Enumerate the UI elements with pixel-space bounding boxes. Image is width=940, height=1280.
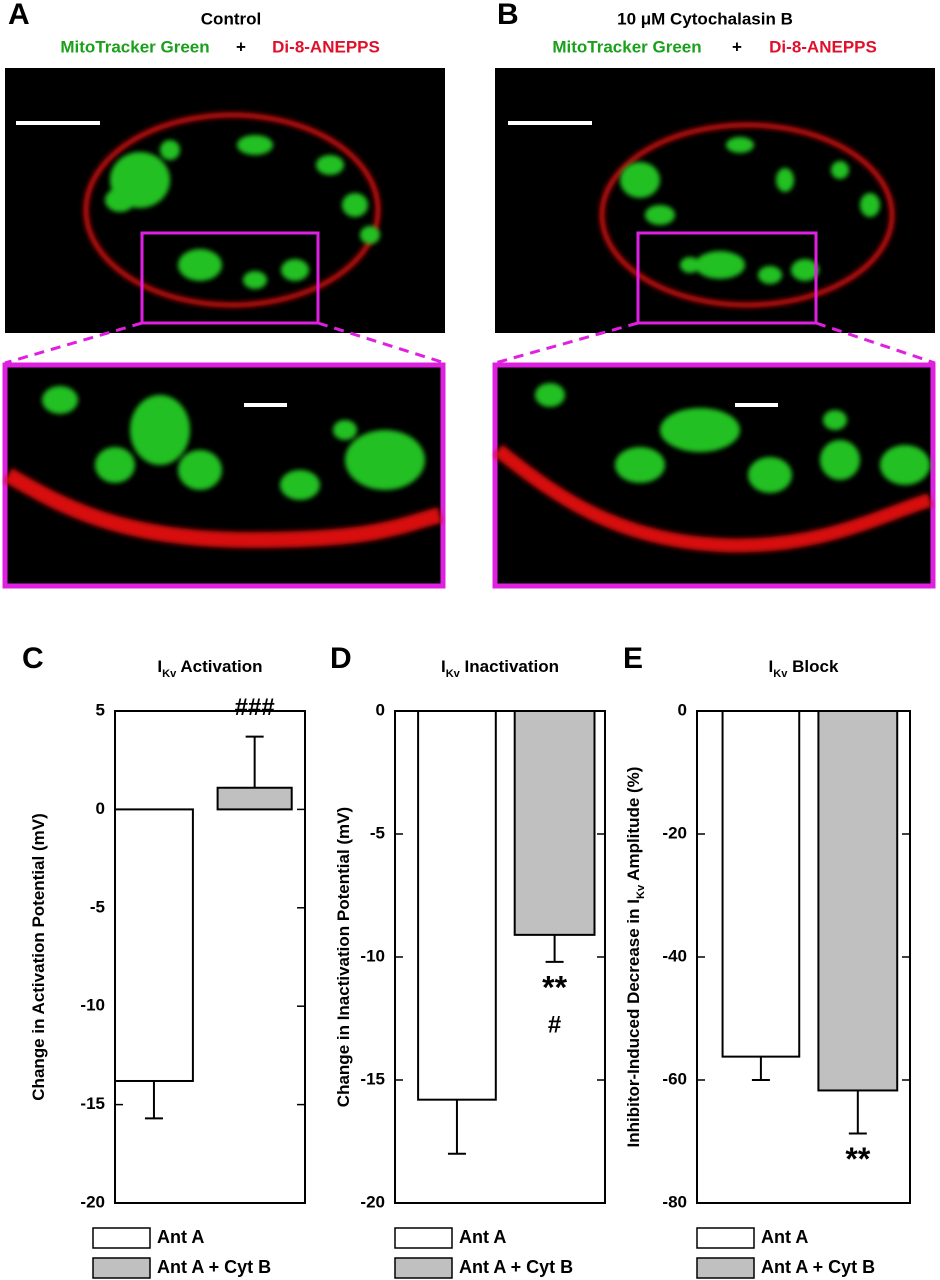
legend-swatch <box>696 1257 755 1279</box>
legend-label: Ant A + Cyt B <box>459 1257 573 1277</box>
y-tick-label: 0 <box>678 700 687 719</box>
panel-label: E <box>623 642 643 675</box>
y-tick-label: -5 <box>370 823 385 842</box>
plot-frame <box>114 710 306 1204</box>
bar <box>721 710 801 1058</box>
panel-label: D <box>330 642 352 675</box>
text-piece: Inactivation <box>460 657 559 676</box>
subscript: Kv <box>162 668 177 680</box>
legend-swatch <box>92 1257 151 1279</box>
panel-label: B <box>497 0 519 31</box>
panel-title: 10 μM Cytochalasin B <box>617 9 793 28</box>
micrograph <box>2 68 446 589</box>
panel-label: A <box>8 0 30 31</box>
bar <box>417 710 497 1101</box>
stain-label: MitoTracker Green <box>552 37 701 56</box>
legend-swatch <box>92 1227 151 1249</box>
y-tick-label: -40 <box>662 946 687 965</box>
chart-title: IKv Inactivation <box>441 657 559 679</box>
legend-label: Ant A <box>157 1227 204 1247</box>
y-tick-label: -60 <box>662 1069 687 1088</box>
annotation: # <box>548 1011 561 1038</box>
legend-label: Ant A <box>761 1227 808 1247</box>
annotation: ** <box>542 969 567 1005</box>
micrograph <box>492 68 936 589</box>
annotation: ** <box>845 1141 870 1177</box>
legend-swatch <box>394 1257 453 1279</box>
text-piece: Block <box>787 657 839 676</box>
chart-title: IKv Block <box>769 657 839 679</box>
y-tick-label: 5 <box>96 700 105 719</box>
panel-title: Control <box>201 9 261 28</box>
y-axis-label: Change in Activation Potential (mV) <box>29 813 48 1100</box>
y-tick-label: -15 <box>360 1069 385 1088</box>
y-tick-label: -20 <box>360 1192 385 1211</box>
y-tick-label: 0 <box>96 799 105 818</box>
bar <box>817 710 899 1092</box>
stain-label: Di-8-ANEPPS <box>769 37 877 56</box>
legend-swatch <box>696 1227 755 1249</box>
plot-frame <box>394 710 606 1204</box>
y-tick-label: -80 <box>662 1192 687 1211</box>
bar <box>216 786 293 811</box>
legend-label: Ant A + Cyt B <box>761 1257 875 1277</box>
subscript: Kv <box>773 668 788 680</box>
y-axis-label: Change in Inactivation Potential (mV) <box>334 807 353 1107</box>
y-axis-label: Inhibitor-Induced Decrease in IKv Amplit… <box>624 767 646 1148</box>
text-piece: Inhibitor-Induced Decrease in I <box>624 899 643 1147</box>
annotation: ### <box>235 694 275 721</box>
plot-frame <box>696 710 911 1204</box>
text-piece: Activation <box>176 657 262 676</box>
y-tick-label: -15 <box>80 1094 105 1113</box>
y-tick-label: -5 <box>90 897 105 916</box>
plus: + <box>236 37 246 56</box>
y-tick-label: 0 <box>376 700 385 719</box>
legend-label: Ant A <box>459 1227 506 1247</box>
text-piece: I <box>157 657 162 676</box>
plus: + <box>732 37 742 56</box>
legend-label: Ant A + Cyt B <box>157 1257 271 1277</box>
bar <box>513 710 596 936</box>
subscript: Kv <box>635 884 647 899</box>
y-tick-label: -10 <box>80 996 105 1015</box>
subscript: Kv <box>446 668 461 680</box>
stain-label: MitoTracker Green <box>60 37 209 56</box>
text-piece: Amplitude (%) <box>624 767 643 885</box>
y-tick-label: -20 <box>80 1192 105 1211</box>
stain-label: Di-8-ANEPPS <box>272 37 380 56</box>
text-piece: I <box>769 657 774 676</box>
text-piece: Change in Activation Potential (mV) <box>29 813 48 1100</box>
text-piece: I <box>441 657 446 676</box>
bar <box>114 808 194 1082</box>
panel-label: C <box>22 642 44 675</box>
legend-swatch <box>394 1227 453 1249</box>
y-tick-label: -20 <box>662 823 687 842</box>
text-piece: Change in Inactivation Potential (mV) <box>334 807 353 1107</box>
y-tick-label: -10 <box>360 946 385 965</box>
chart-title: IKv Activation <box>157 657 262 679</box>
